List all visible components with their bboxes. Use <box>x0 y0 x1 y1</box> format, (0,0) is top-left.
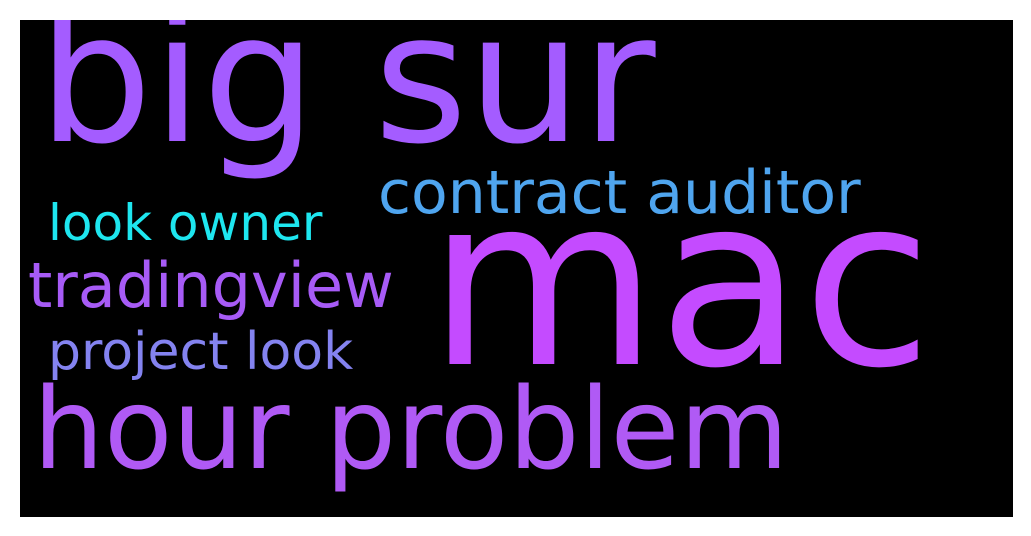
word-look-owner: look owner <box>48 194 323 252</box>
word-hour-problem: hour problem <box>33 365 789 495</box>
word-big-sur: big sur <box>38 20 656 184</box>
word-project-look: project look <box>48 322 354 382</box>
word-tradingview: tradingview <box>28 249 394 322</box>
word-cloud-canvas: big sur contract auditor look owner trad… <box>20 20 1013 517</box>
word-mac: mac <box>428 145 933 420</box>
word-contract-auditor: contract auditor <box>378 158 861 228</box>
